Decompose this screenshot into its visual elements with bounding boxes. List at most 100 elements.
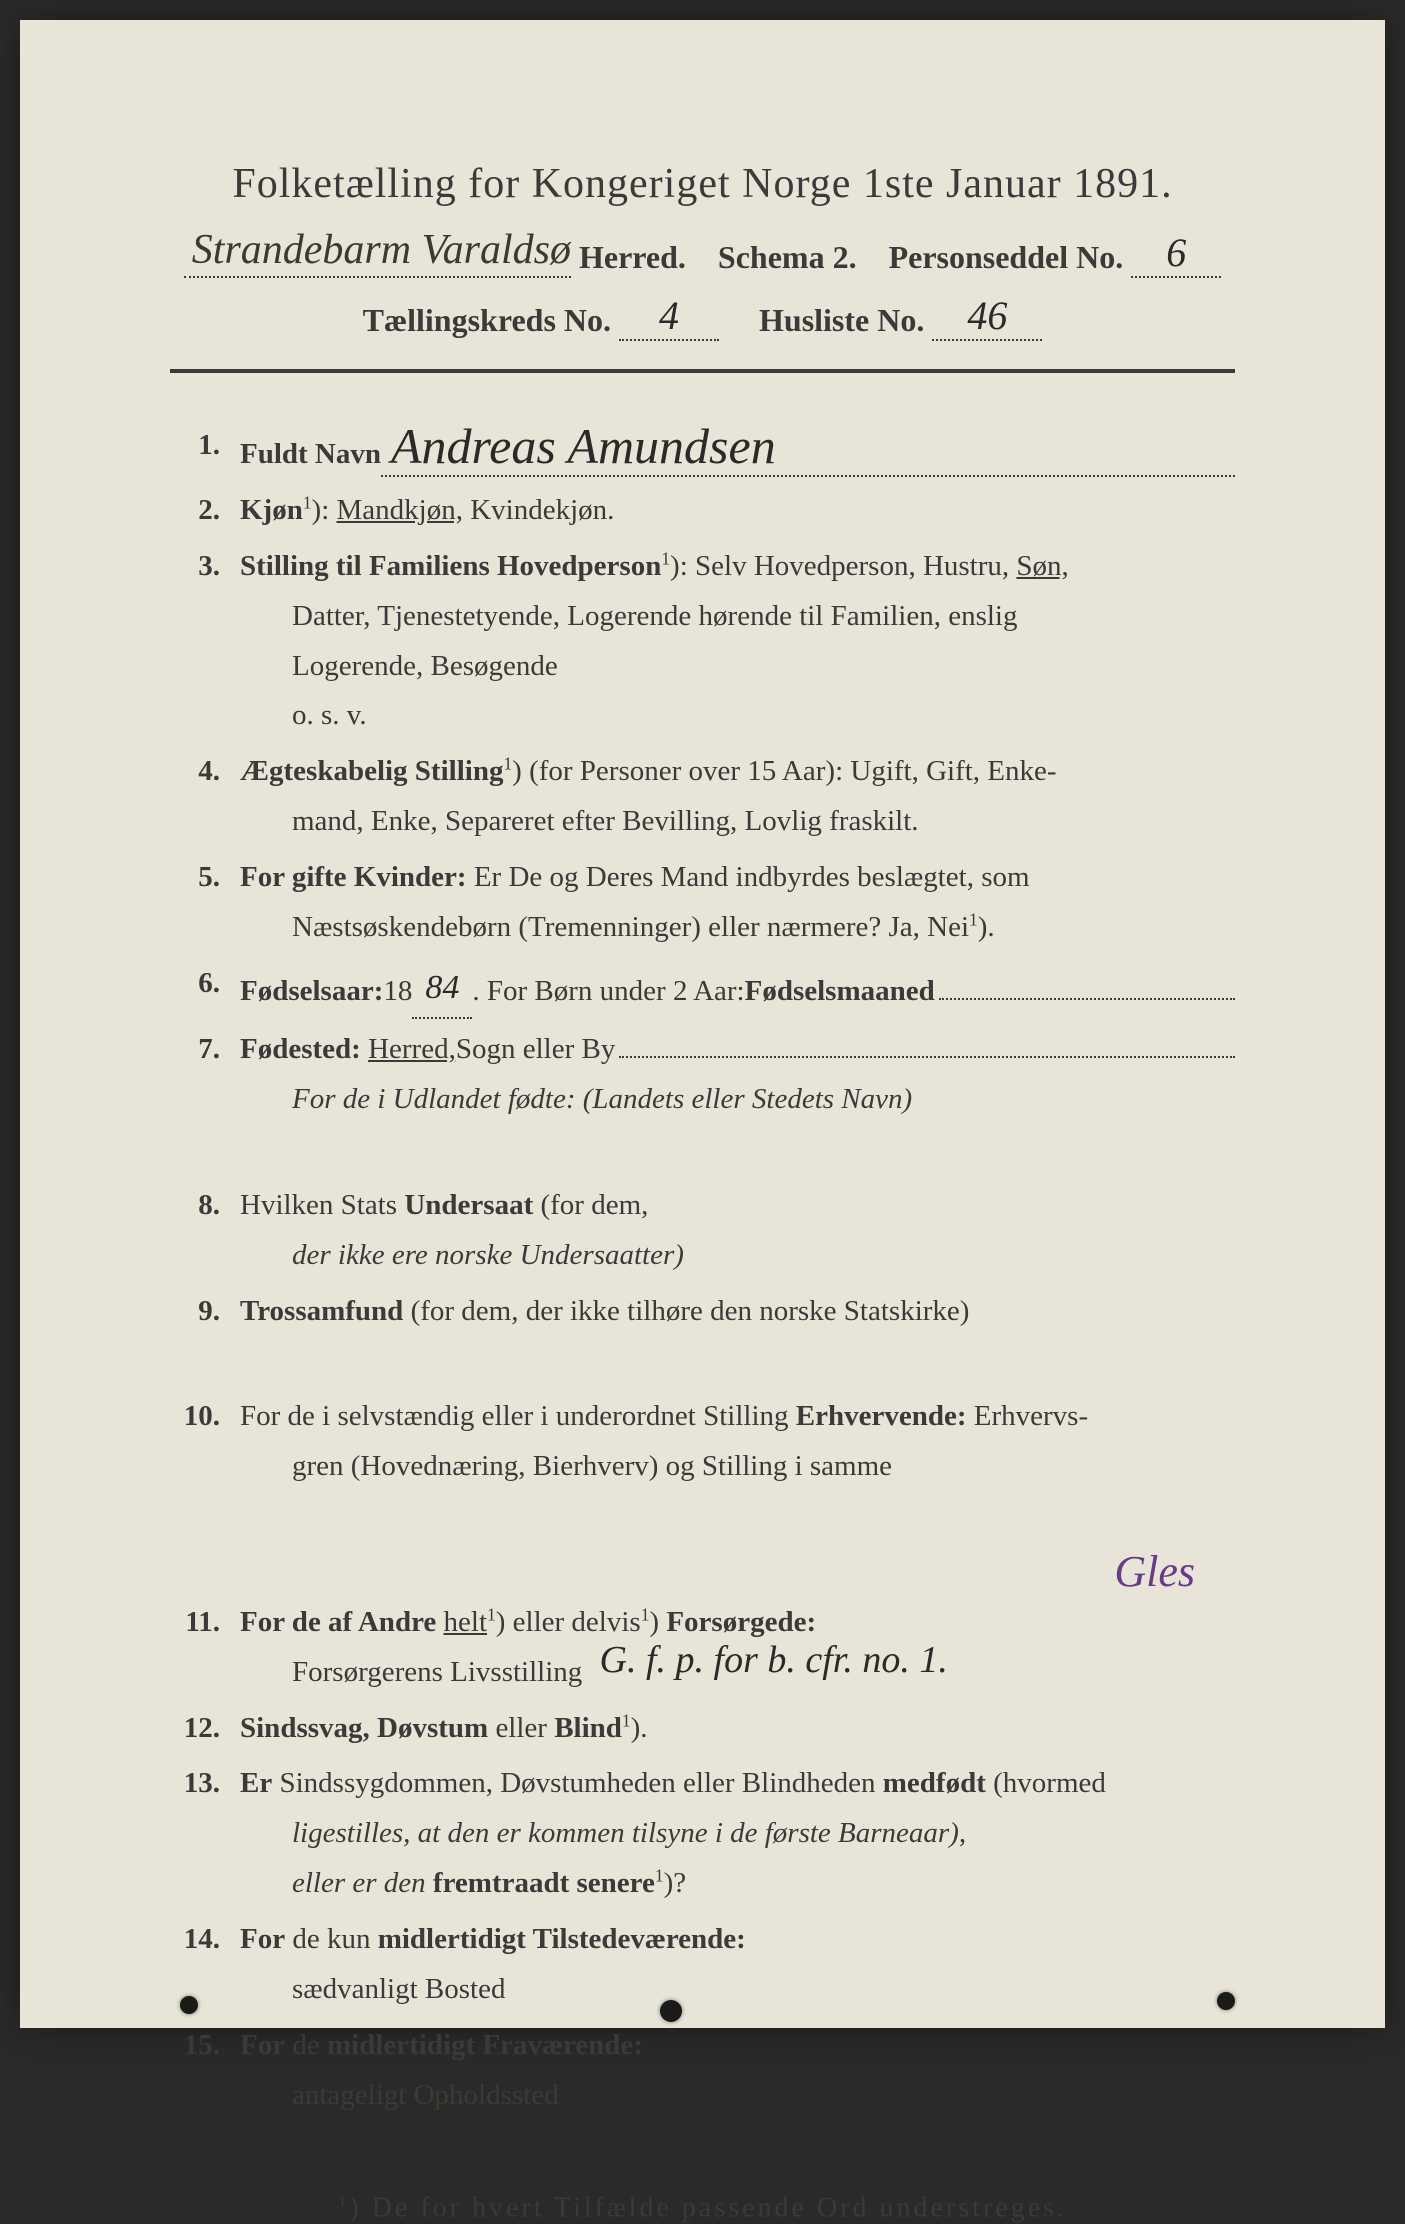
item-10-line3 bbox=[240, 1492, 1235, 1542]
fodselsaar-hw: 84 bbox=[425, 959, 459, 1017]
item-body: Kjøn1): Mandkjøn, Kvindekjøn. bbox=[240, 486, 1235, 536]
item-15-line2: antageligt Opholdssted bbox=[240, 2071, 1235, 2121]
item-13-line2: ligestilles, at den er kommen tilsyne i … bbox=[240, 1809, 1235, 1859]
item-body: Fuldt Navn Andreas Amundsen bbox=[240, 421, 1235, 480]
ink-blot bbox=[660, 2000, 682, 2022]
item-number: 10. bbox=[170, 1392, 240, 1592]
item-15: 15. For de midlertidigt Fraværende: anta… bbox=[170, 2021, 1235, 2121]
item-7-line2: For de i Udlandet fødte: (Landets eller … bbox=[240, 1075, 1235, 1125]
fodselsaar-label: Fødselsaar: bbox=[240, 967, 383, 1017]
taellingskreds-no-field: 4 bbox=[619, 292, 719, 341]
footnote-ref: 1 bbox=[487, 1604, 496, 1624]
item-9-line2 bbox=[240, 1336, 1235, 1386]
item-number: 4. bbox=[170, 747, 240, 847]
fodselsmaaned-field bbox=[939, 968, 1235, 1000]
personseddel-no-field: 6 bbox=[1131, 229, 1221, 278]
census-form-page: Folketælling for Kongeriget Norge 1ste J… bbox=[20, 20, 1385, 2028]
fodested-label: Fødested: bbox=[240, 1025, 361, 1075]
item-number: 12. bbox=[170, 1704, 240, 1754]
item-13-line3: eller er den fremtraadt senere1)? bbox=[240, 1859, 1235, 1909]
item-12: 12. Sindssvag, Døvstum eller Blind1). bbox=[170, 1704, 1235, 1754]
item-body: Ægteskabelig Stilling1) (for Personer ov… bbox=[240, 747, 1235, 847]
item-2: 2. Kjøn1): Mandkjøn, Kvindekjøn. bbox=[170, 486, 1235, 536]
item-body: For de kun midlertidigt Tilstedeværende:… bbox=[240, 1915, 1235, 2015]
item-8-line2: der ikke ere norske Undersaatter) bbox=[240, 1231, 1235, 1281]
item-body: For de af Andre helt1) eller delvis1) Fo… bbox=[240, 1598, 1235, 1698]
item-11-line2: Forsørgerens Livsstilling G. f. p. for b… bbox=[240, 1648, 1235, 1698]
kjon-label: Kjøn bbox=[240, 494, 303, 526]
footnote-ref: 1 bbox=[661, 548, 670, 568]
footnote-marker: 1 bbox=[338, 2191, 349, 2210]
item-5-line2: Næstsøskendebørn (Tremenninger) eller næ… bbox=[240, 903, 1235, 953]
husliste-label: Husliste No. bbox=[759, 302, 924, 338]
schema-label: Schema 2. bbox=[718, 239, 857, 275]
ink-blot bbox=[1217, 1992, 1235, 2010]
item-body: Trossamfund (for dem, der ikke tilhøre d… bbox=[240, 1287, 1235, 1387]
item-body: For de i selvstændig eller i underordnet… bbox=[240, 1392, 1235, 1592]
item-5: 5. For gifte Kvinder: Er De og Deres Man… bbox=[170, 853, 1235, 953]
footnote-text: ) De for hvert Tilfælde passende Ord und… bbox=[349, 2192, 1067, 2223]
purple-annotation: Gles bbox=[1114, 1550, 1195, 1594]
footnote-ref: 1 bbox=[655, 1866, 664, 1886]
item-14: 14. For de kun midlertidigt Tilstedevære… bbox=[170, 1915, 1235, 2015]
item-body: Hvilken Stats Undersaat (for dem, der ik… bbox=[240, 1181, 1235, 1281]
taellingskreds-no: 4 bbox=[659, 292, 679, 339]
item-3-line4: o. s. v. bbox=[240, 691, 1235, 741]
item-3-line2: Datter, Tjenestetyende, Logerende hørend… bbox=[240, 592, 1235, 642]
fodselsmaaned-label: Fødselsmaaned bbox=[745, 967, 935, 1017]
item-4-line2: mand, Enke, Separeret efter Bevilling, L… bbox=[240, 797, 1235, 847]
item-body: For de midlertidigt Fraværende: antageli… bbox=[240, 2021, 1235, 2121]
husliste-no-field: 46 bbox=[932, 292, 1042, 341]
item-number: 7. bbox=[170, 1025, 240, 1175]
item-number: 8. bbox=[170, 1181, 240, 1281]
header-line-1: Strandebarm Varaldsø Herred. Schema 2. P… bbox=[140, 226, 1265, 278]
item-8: 8. Hvilken Stats Undersaat (for dem, der… bbox=[170, 1181, 1235, 1281]
item-number: 3. bbox=[170, 542, 240, 742]
item-number: 9. bbox=[170, 1287, 240, 1387]
fuldt-navn-label: Fuldt Navn bbox=[240, 430, 381, 480]
taellingskreds-label: Tællingskreds No. bbox=[363, 302, 611, 338]
helt-underlined: helt bbox=[444, 1606, 488, 1638]
item-7: 7. Fødested: Herred, Sogn eller By For d… bbox=[170, 1025, 1235, 1175]
footnote-ref: 1 bbox=[622, 1710, 631, 1730]
item-4: 4. Ægteskabelig Stilling1) (for Personer… bbox=[170, 747, 1235, 847]
item-9: 9. Trossamfund (for dem, der ikke tilhør… bbox=[170, 1287, 1235, 1387]
personseddel-label: Personseddel No. bbox=[889, 239, 1124, 275]
kjon-underlined: Mandkjøn, bbox=[337, 494, 463, 526]
item-number: 6. bbox=[170, 959, 240, 1019]
item-13: 13. Er Sindssygdommen, Døvstumheden elle… bbox=[170, 1759, 1235, 1909]
footnote-ref: 1 bbox=[503, 754, 512, 774]
footnote-ref: 1 bbox=[969, 909, 978, 929]
fodested-field bbox=[619, 1026, 1235, 1058]
header-rule bbox=[170, 369, 1235, 373]
item-body: Stilling til Familiens Hovedperson1): Se… bbox=[240, 542, 1235, 742]
herred-handwritten: Strandebarm Varaldsø bbox=[184, 226, 571, 278]
personseddel-no: 6 bbox=[1166, 229, 1186, 276]
item-10-line2: gren (Hovednæring, Bierhverv) og Stillin… bbox=[240, 1442, 1235, 1492]
item-1: 1. Fuldt Navn Andreas Amundsen bbox=[170, 421, 1235, 480]
footnote-ref: 1 bbox=[303, 492, 312, 512]
footnote: 1) De for hvert Tilfælde passende Ord un… bbox=[140, 2191, 1265, 2224]
item-10-line4: Gles bbox=[240, 1542, 1235, 1592]
livsstilling-hw: G. f. p. for b. cfr. no. 1. bbox=[600, 1628, 948, 1693]
item-3-line3: Logerende, Besøgende bbox=[240, 642, 1235, 692]
item-number: 1. bbox=[170, 421, 240, 480]
item-11: 11. For de af Andre helt1) eller delvis1… bbox=[170, 1598, 1235, 1698]
item-number: 2. bbox=[170, 486, 240, 536]
husliste-no: 46 bbox=[967, 292, 1007, 339]
item-body: Er Sindssygdommen, Døvstumheden eller Bl… bbox=[240, 1759, 1235, 1909]
herred-label: Herred. bbox=[579, 239, 686, 275]
item-7-line3 bbox=[240, 1125, 1235, 1175]
item-body: Sindssvag, Døvstum eller Blind1). bbox=[240, 1704, 1235, 1754]
item-number: 11. bbox=[170, 1598, 240, 1698]
item-6: 6. Fødselsaar: 1884 . For Børn under 2 A… bbox=[170, 959, 1235, 1019]
header-line-2: Tællingskreds No. 4 Husliste No. 46 bbox=[140, 292, 1265, 341]
item-3: 3. Stilling til Familiens Hovedperson1):… bbox=[170, 542, 1235, 742]
aegteskab-label: Ægteskabelig Stilling bbox=[240, 755, 503, 787]
item-14-line2: sædvanligt Bosted bbox=[240, 1965, 1235, 2015]
item-body: Fødselsaar: 1884 . For Børn under 2 Aar:… bbox=[240, 959, 1235, 1019]
fuldt-navn-handwritten: Andreas Amundsen bbox=[381, 421, 1235, 477]
item-number: 13. bbox=[170, 1759, 240, 1909]
item-body: For gifte Kvinder: Er De og Deres Mand i… bbox=[240, 853, 1235, 953]
herred-underlined: Herred, bbox=[368, 1025, 456, 1075]
